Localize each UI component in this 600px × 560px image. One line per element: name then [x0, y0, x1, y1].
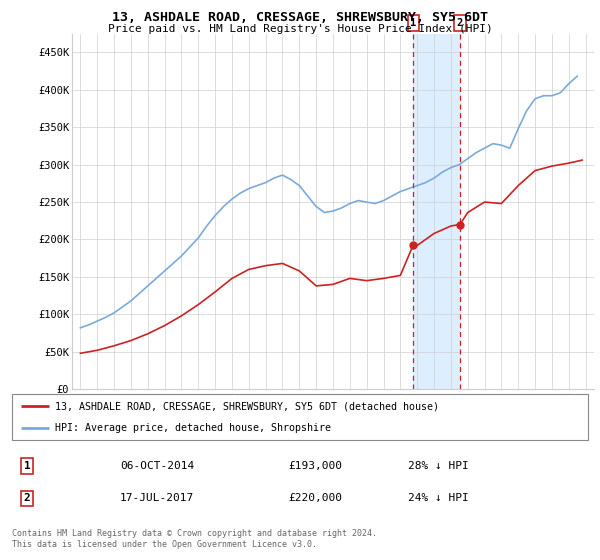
Text: 2: 2	[23, 493, 31, 503]
Text: Price paid vs. HM Land Registry's House Price Index (HPI): Price paid vs. HM Land Registry's House …	[107, 24, 493, 34]
FancyBboxPatch shape	[12, 394, 588, 440]
Text: HPI: Average price, detached house, Shropshire: HPI: Average price, detached house, Shro…	[55, 423, 331, 433]
Text: £220,000: £220,000	[288, 493, 342, 503]
Text: 2: 2	[457, 18, 463, 28]
Text: 1: 1	[410, 18, 416, 28]
Text: 17-JUL-2017: 17-JUL-2017	[120, 493, 194, 503]
Text: 13, ASHDALE ROAD, CRESSAGE, SHREWSBURY, SY5 6DT (detached house): 13, ASHDALE ROAD, CRESSAGE, SHREWSBURY, …	[55, 401, 439, 411]
Text: £193,000: £193,000	[288, 461, 342, 471]
Text: Contains HM Land Registry data © Crown copyright and database right 2024.
This d: Contains HM Land Registry data © Crown c…	[12, 529, 377, 549]
Text: 24% ↓ HPI: 24% ↓ HPI	[408, 493, 469, 503]
Text: 1: 1	[23, 461, 31, 471]
Text: 13, ASHDALE ROAD, CRESSAGE, SHREWSBURY, SY5 6DT: 13, ASHDALE ROAD, CRESSAGE, SHREWSBURY, …	[112, 11, 488, 24]
Text: 28% ↓ HPI: 28% ↓ HPI	[408, 461, 469, 471]
Bar	[413, 34, 460, 389]
Text: 06-OCT-2014: 06-OCT-2014	[120, 461, 194, 471]
